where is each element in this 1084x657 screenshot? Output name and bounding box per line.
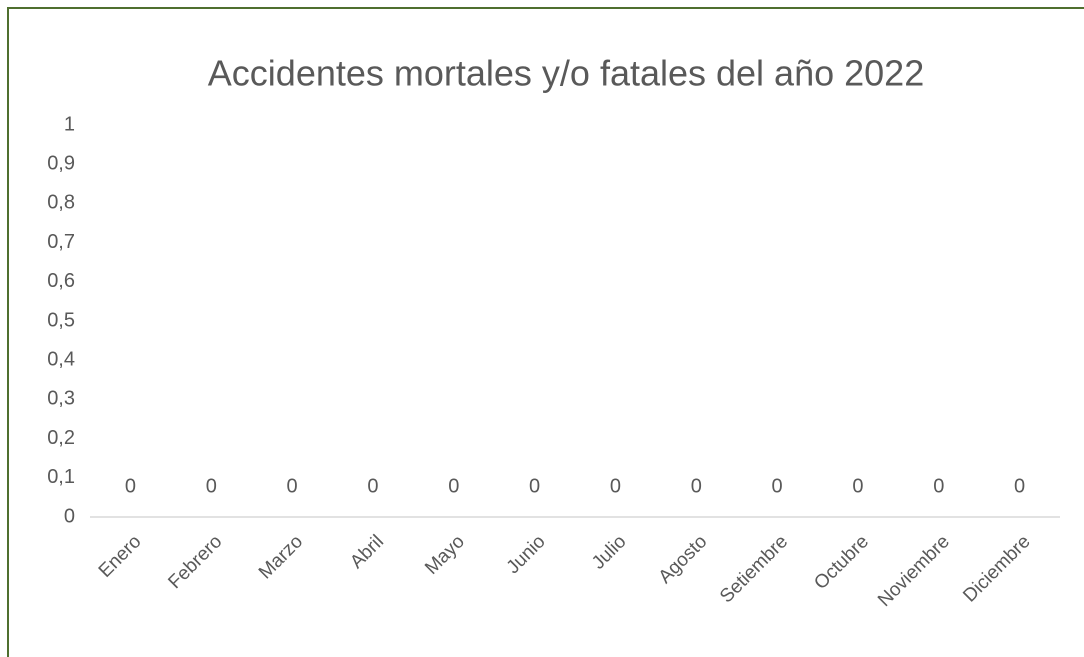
data-label: 0 — [1014, 475, 1025, 497]
y-tick-label: 0 — [64, 505, 75, 527]
y-tick-label: 0,6 — [47, 270, 75, 292]
data-label: 0 — [448, 475, 459, 497]
chart-border — [7, 7, 1084, 657]
y-tick-label: 0,8 — [47, 192, 75, 214]
data-label: 0 — [367, 475, 378, 497]
y-tick-label: 0,9 — [47, 152, 75, 174]
y-tick-label: 0,1 — [47, 466, 75, 488]
y-tick-label: 0,5 — [47, 309, 75, 331]
y-tick-label: 0,4 — [47, 348, 75, 370]
chart-title: Accidentes mortales y/o fatales del año … — [208, 53, 924, 94]
data-label: 0 — [287, 475, 298, 497]
y-tick-label: 0,7 — [47, 231, 75, 253]
data-label: 0 — [933, 475, 944, 497]
data-label: 0 — [772, 475, 783, 497]
data-label: 0 — [529, 475, 540, 497]
y-tick-label: 0,3 — [47, 388, 75, 410]
data-label: 0 — [691, 475, 702, 497]
y-tick-label: 1 — [64, 113, 75, 135]
y-tick-label: 0,2 — [47, 427, 75, 449]
data-label: 0 — [852, 475, 863, 497]
data-label: 0 — [610, 475, 621, 497]
data-label: 0 — [206, 475, 217, 497]
data-label: 0 — [125, 475, 136, 497]
